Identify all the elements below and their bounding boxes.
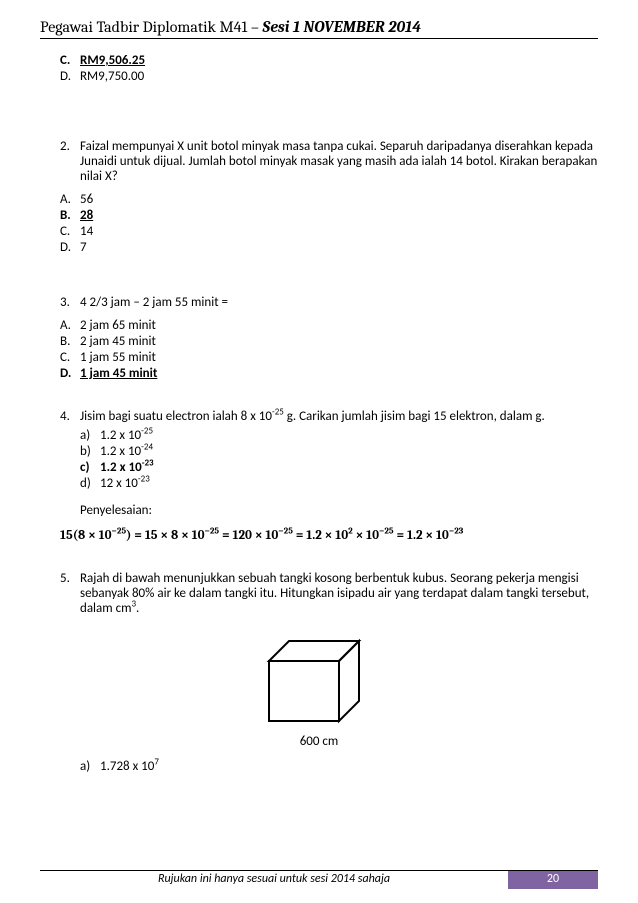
q4-opt-b: b) 1.2 x 10-24 (80, 444, 598, 459)
val: 12 x 10 (100, 476, 138, 491)
opt-label: A. (60, 192, 80, 207)
q4: 4. Jisim bagi suatu electron ialah 8 x 1… (40, 409, 598, 543)
opt-text: 1.728 x 107 (100, 759, 159, 774)
opt-label: a) (80, 428, 100, 443)
q4-text-post: g. Carikan jumlah jisim bagi 15 elektron… (284, 409, 545, 424)
exp: -24 (141, 442, 153, 453)
q5-text-post: . (136, 601, 139, 616)
opt-text: 28 (80, 208, 93, 223)
q-number: 4. (60, 409, 80, 424)
opt-text: 1 jam 55 minit (80, 350, 156, 365)
opt-text: 12 x 10-23 (100, 476, 150, 491)
cube-diagram (40, 636, 598, 730)
opt-label: A. (60, 318, 80, 333)
opt-label: a) (80, 759, 100, 774)
q4-opt-a: a) 1.2 x 10-25 (80, 428, 598, 443)
page-footer: Rujukan ini hanya sesuai untuk sesi 2014… (40, 870, 598, 889)
q-text: Jisim bagi suatu electron ialah 8 x 10-2… (80, 409, 598, 424)
q-text: Faizal mempunyai X unit botol minyak mas… (80, 139, 598, 184)
q5-text-pre: Rajah di bawah menunjukkan sebuah tangki… (80, 571, 589, 616)
opt-label: c) (80, 460, 100, 475)
q4-opt-d: d) 12 x 10-23 (80, 476, 598, 491)
opt-text: 1 jam 45 minit (80, 366, 157, 381)
q4-text-pre: Jisim bagi suatu electron ialah 8 x 10 (80, 409, 272, 424)
opt-label: B. (60, 334, 80, 349)
q-text: Rajah di bawah menunjukkan sebuah tangki… (80, 571, 598, 616)
page-header: Pegawai Tadbir Diplomatik M41 – Sesi 1 N… (40, 18, 598, 39)
opt-text: 7 (80, 240, 87, 255)
cube-icon (259, 636, 379, 726)
opt-label: D. (60, 366, 80, 381)
q3: 3. 4 2/3 jam – 2 jam 55 minit = A. 2 jam… (40, 295, 598, 381)
q2-opt-c: C. 14 (60, 224, 598, 239)
q3-opt-c: C. 1 jam 55 minit (60, 350, 598, 365)
opt-text: 56 (80, 192, 93, 207)
q4-solution-label: Penyelesaian: (80, 503, 598, 518)
q4-formula: 15(8 × 10−25) = 15 × 8 × 10−25 = 120 × 1… (60, 528, 598, 543)
q5-opt-a: a) 1.728 x 107 (80, 759, 598, 774)
q-number: 5. (60, 571, 80, 616)
opt-text: 14 (80, 224, 93, 239)
exp: -23 (142, 458, 154, 469)
exp: -23 (138, 474, 150, 485)
q1-remnant: C. RM9,506.25 D. RM9,750.00 (60, 53, 598, 84)
q4-text-exp: -25 (272, 407, 284, 418)
q3-opt-d: D. 1 jam 45 minit (60, 366, 598, 381)
footer-text: Rujukan ini hanya sesuai untuk sesi 2014… (40, 871, 508, 889)
opt-label: C. (60, 350, 80, 365)
q2-opt-b: B. 28 (60, 208, 598, 223)
val: 1.2 x 10 (100, 460, 142, 475)
opt-text: RM9,506.25 (80, 53, 145, 68)
opt-text: 2 jam 65 minit (80, 318, 156, 333)
val: 1.2 x 10 (100, 444, 141, 459)
q2: 2. Faizal mempunyai X unit botol minyak … (40, 139, 598, 255)
exp: 7 (154, 757, 159, 768)
q-text: 4 2/3 jam – 2 jam 55 minit = (80, 295, 598, 310)
header-title-bold: Sesi 1 NOVEMBER 2014 (262, 18, 421, 36)
val: 1.728 x 10 (100, 759, 154, 774)
opt-label: B. (60, 208, 80, 223)
header-title-plain: Pegawai Tadbir Diplomatik M41 – (40, 18, 262, 36)
opt-label: D. (60, 69, 80, 84)
cube-label: 600 cm (40, 734, 598, 749)
q2-opt-d: D. 7 (60, 240, 598, 255)
page: Pegawai Tadbir Diplomatik M41 – Sesi 1 N… (0, 0, 638, 903)
opt-text: 2 jam 45 minit (80, 334, 156, 349)
q-number: 2. (60, 139, 80, 184)
opt-text: RM9,750.00 (80, 69, 144, 84)
q3-opt-b: B. 2 jam 45 minit (60, 334, 598, 349)
val: 1.2 x 10 (100, 428, 141, 443)
opt-label: D. (60, 240, 80, 255)
q4-opt-c: c) 1.2 x 10-23 (80, 460, 598, 475)
q-number: 3. (60, 295, 80, 310)
opt-label: C. (60, 53, 80, 68)
opt-label: d) (80, 476, 100, 491)
q3-opt-a: A. 2 jam 65 minit (60, 318, 598, 333)
opt-label: b) (80, 444, 100, 459)
q2-opt-a: A. 56 (60, 192, 598, 207)
q1-opt-c: C. RM9,506.25 (60, 53, 598, 68)
opt-label: C. (60, 224, 80, 239)
q1-opt-d: D. RM9,750.00 (60, 69, 598, 84)
page-number: 20 (508, 871, 598, 889)
exp: -25 (141, 426, 153, 437)
q5: 5. Rajah di bawah menunjukkan sebuah tan… (40, 571, 598, 774)
